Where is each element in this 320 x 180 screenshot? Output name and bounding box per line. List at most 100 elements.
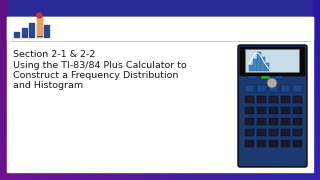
Bar [24, 0, 29, 17]
Bar [184, 172, 189, 180]
Bar [140, 0, 145, 17]
Bar [8, 172, 13, 180]
Circle shape [267, 78, 277, 88]
Bar [313, 100, 320, 103]
Bar [124, 0, 129, 17]
Bar [68, 0, 73, 17]
Bar [313, 136, 320, 140]
Bar [116, 172, 121, 180]
Bar [216, 172, 221, 180]
Bar [64, 172, 69, 180]
Bar [0, 8, 7, 11]
Bar [0, 26, 7, 29]
Bar [257, 107, 266, 114]
Bar [12, 172, 17, 180]
Bar [212, 0, 217, 17]
Bar [313, 114, 320, 117]
Bar [313, 6, 320, 9]
Bar [0, 143, 7, 146]
Bar [172, 172, 177, 180]
Bar [0, 163, 7, 166]
Bar [293, 140, 302, 147]
Bar [269, 96, 278, 103]
Bar [265, 63, 268, 71]
Bar [112, 0, 117, 17]
Text: Triola Statistics Series: Triola Statistics Series [60, 18, 262, 33]
Bar [313, 161, 320, 164]
Bar [84, 0, 89, 17]
Bar [16, 172, 21, 180]
Bar [252, 0, 257, 17]
Bar [76, 0, 81, 17]
Bar [313, 78, 320, 81]
Bar [36, 17, 42, 37]
Bar [257, 129, 266, 136]
Bar [296, 172, 301, 180]
Bar [0, 51, 7, 54]
Bar [64, 0, 69, 17]
Bar [132, 0, 137, 17]
Bar [92, 0, 97, 17]
Bar [232, 0, 237, 17]
Bar [0, 21, 7, 25]
Bar [281, 140, 290, 147]
Bar [0, 15, 7, 18]
Bar [4, 0, 9, 17]
Bar [0, 154, 7, 158]
Bar [7, 17, 313, 172]
Bar [281, 96, 290, 103]
Bar [220, 172, 225, 180]
Bar [248, 75, 257, 79]
Bar [313, 123, 320, 126]
Bar [313, 118, 320, 122]
Bar [280, 172, 285, 180]
Bar [0, 44, 7, 47]
Bar [313, 10, 320, 14]
Bar [160, 172, 165, 180]
Bar [164, 172, 169, 180]
Bar [80, 172, 85, 180]
Bar [216, 0, 221, 17]
Bar [313, 172, 320, 176]
Bar [256, 0, 261, 17]
Bar [224, 172, 229, 180]
Bar [245, 107, 254, 114]
Bar [313, 143, 320, 146]
Bar [313, 71, 320, 74]
Bar [0, 84, 7, 88]
Bar [274, 75, 283, 79]
Bar [313, 12, 320, 16]
Bar [313, 24, 320, 27]
Bar [28, 0, 33, 17]
Bar [313, 1, 320, 4]
Bar [313, 96, 320, 99]
Bar [313, 174, 320, 178]
Bar [148, 0, 153, 17]
Bar [0, 60, 7, 63]
Bar [313, 69, 320, 72]
Bar [168, 172, 173, 180]
Bar [284, 0, 289, 17]
Bar [0, 111, 7, 115]
Bar [0, 48, 7, 52]
Bar [264, 172, 269, 180]
Bar [208, 172, 213, 180]
Bar [72, 0, 77, 17]
Bar [132, 172, 137, 180]
Bar [0, 145, 7, 148]
Bar [313, 165, 320, 169]
Bar [313, 154, 320, 158]
Bar [313, 17, 320, 20]
Bar [0, 170, 7, 173]
Bar [96, 172, 101, 180]
Bar [72, 172, 77, 180]
Bar [313, 73, 320, 76]
Bar [313, 39, 320, 43]
Bar [313, 170, 320, 173]
Bar [313, 150, 320, 153]
Bar [0, 123, 7, 126]
Bar [0, 89, 7, 92]
Bar [0, 98, 7, 101]
Bar [200, 0, 205, 17]
Bar [257, 52, 260, 71]
